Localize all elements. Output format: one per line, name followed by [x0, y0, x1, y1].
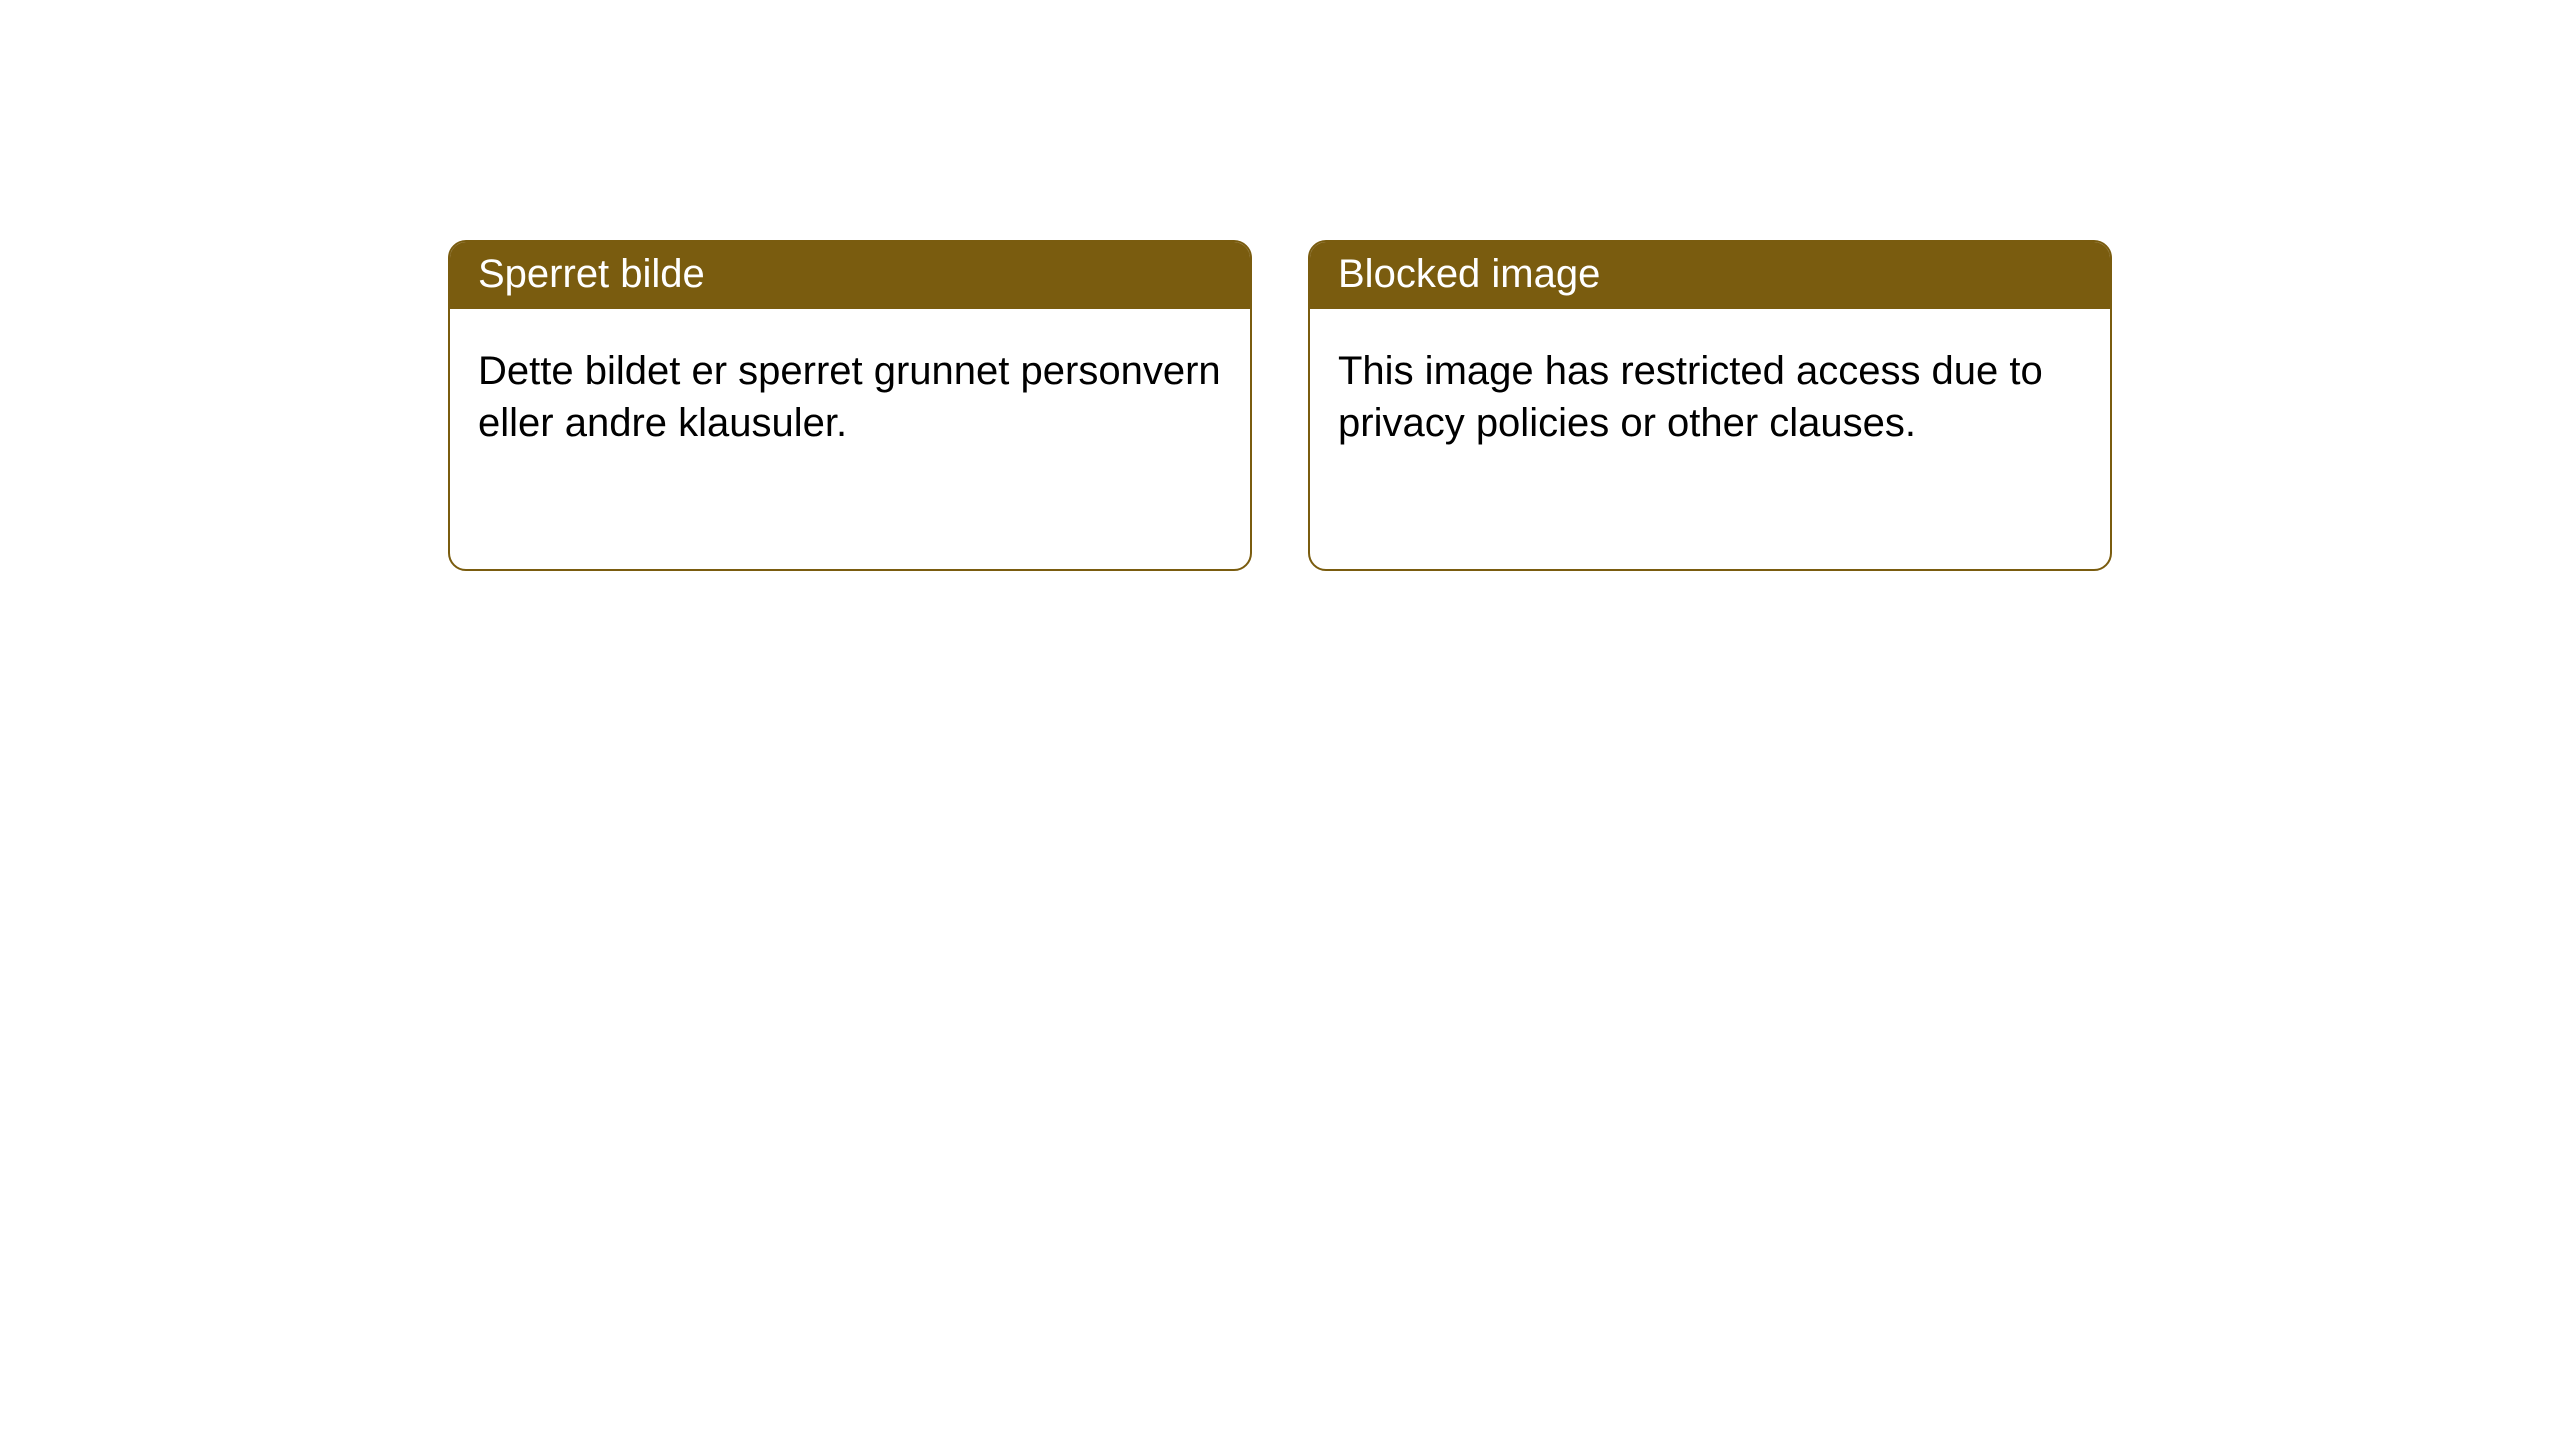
- card-body-text: Dette bildet er sperret grunnet personve…: [478, 349, 1221, 445]
- card-title: Sperret bilde: [478, 252, 705, 296]
- card-body: This image has restricted access due to …: [1310, 309, 2110, 569]
- card-body: Dette bildet er sperret grunnet personve…: [450, 309, 1250, 569]
- notice-cards-container: Sperret bilde Dette bildet er sperret gr…: [0, 0, 2560, 571]
- card-header: Sperret bilde: [450, 242, 1250, 309]
- card-header: Blocked image: [1310, 242, 2110, 309]
- notice-card-english: Blocked image This image has restricted …: [1308, 240, 2112, 571]
- card-title: Blocked image: [1338, 252, 1600, 296]
- notice-card-norwegian: Sperret bilde Dette bildet er sperret gr…: [448, 240, 1252, 571]
- card-body-text: This image has restricted access due to …: [1338, 349, 2043, 445]
